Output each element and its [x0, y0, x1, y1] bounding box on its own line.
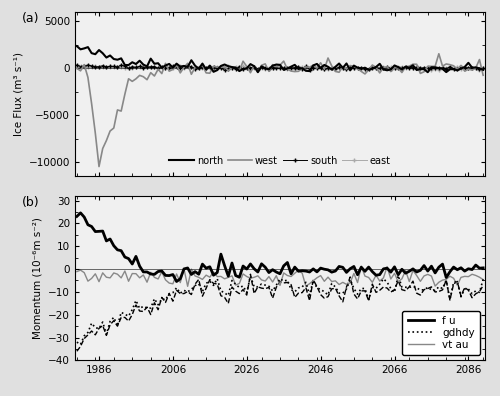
west	[74, 66, 80, 71]
north	[310, 63, 316, 68]
east	[170, 66, 176, 70]
south	[480, 66, 486, 70]
f u	[232, 273, 238, 278]
north	[166, 61, 172, 66]
south	[222, 68, 228, 72]
east	[181, 65, 187, 70]
east	[469, 65, 475, 70]
south	[166, 65, 172, 70]
vt au	[166, 281, 172, 286]
Legend: f u, gdhdy, vt au: f u, gdhdy, vt au	[402, 310, 480, 355]
west	[314, 66, 320, 70]
north	[469, 65, 475, 70]
east	[314, 66, 320, 70]
west	[181, 65, 187, 70]
Y-axis label: Momentum (10⁻⁶m s⁻²): Momentum (10⁻⁶m s⁻²)	[32, 217, 42, 339]
f u	[78, 211, 84, 215]
west	[480, 73, 486, 78]
Line: south: south	[75, 63, 485, 72]
gdhdy	[181, 288, 187, 293]
f u	[184, 266, 190, 270]
west	[96, 164, 102, 169]
vt au	[314, 275, 320, 280]
gdhdy	[314, 286, 320, 290]
gdhdy	[266, 284, 272, 289]
gdhdy	[170, 290, 176, 295]
south	[178, 66, 184, 71]
vt au	[178, 280, 184, 285]
Y-axis label: Ice Flux (m³ s⁻¹): Ice Flux (m³ s⁻¹)	[13, 52, 23, 136]
west	[436, 51, 442, 56]
west	[229, 65, 235, 70]
vt au	[229, 273, 235, 278]
Line: north: north	[77, 46, 483, 72]
Line: west: west	[77, 54, 483, 167]
west	[266, 69, 272, 74]
Line: gdhdy: gdhdy	[77, 276, 483, 345]
east	[480, 66, 486, 70]
Legend: north, west, south, east: north, west, south, east	[166, 152, 394, 170]
north	[480, 67, 486, 72]
east	[266, 65, 272, 70]
north	[262, 66, 268, 71]
Line: vt au: vt au	[77, 266, 483, 286]
north	[74, 44, 80, 49]
gdhdy	[473, 288, 479, 293]
south	[266, 67, 272, 71]
south	[74, 63, 80, 67]
Text: (a): (a)	[22, 12, 39, 25]
f u	[270, 267, 276, 272]
f u	[74, 214, 80, 219]
west	[473, 66, 479, 70]
gdhdy	[395, 273, 401, 278]
north	[226, 64, 232, 69]
south	[229, 66, 235, 70]
gdhdy	[480, 277, 486, 282]
vt au	[74, 269, 80, 274]
vt au	[358, 264, 364, 268]
south	[314, 65, 320, 70]
east	[74, 65, 80, 69]
north	[424, 70, 430, 74]
Line: east: east	[75, 64, 485, 72]
f u	[318, 266, 324, 270]
Text: (b): (b)	[22, 196, 40, 209]
gdhdy	[229, 278, 235, 283]
gdhdy	[78, 342, 84, 347]
f u	[170, 272, 176, 277]
south	[469, 65, 475, 70]
vt au	[473, 273, 479, 278]
north	[178, 64, 184, 69]
east	[229, 66, 235, 71]
vt au	[480, 277, 486, 282]
west	[170, 67, 176, 72]
east	[476, 67, 482, 72]
vt au	[266, 274, 272, 279]
Line: f u: f u	[77, 213, 483, 282]
f u	[174, 279, 180, 284]
f u	[480, 265, 486, 270]
east	[78, 63, 84, 68]
vt au	[184, 284, 190, 289]
f u	[473, 263, 479, 267]
gdhdy	[74, 340, 80, 345]
